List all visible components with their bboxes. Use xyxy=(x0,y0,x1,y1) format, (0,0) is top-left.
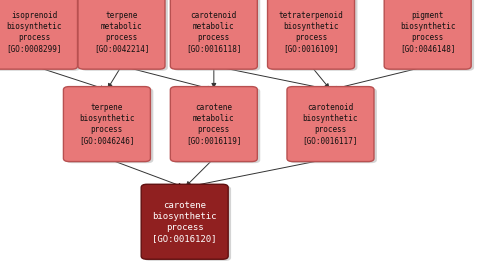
FancyBboxPatch shape xyxy=(384,0,471,69)
Text: terpene
metabolic
process
[GO:0042214]: terpene metabolic process [GO:0042214] xyxy=(94,11,149,53)
FancyBboxPatch shape xyxy=(290,88,377,163)
Text: carotene
metabolic
process
[GO:0016119]: carotene metabolic process [GO:0016119] xyxy=(186,103,242,145)
FancyBboxPatch shape xyxy=(170,0,257,69)
FancyBboxPatch shape xyxy=(0,0,80,71)
Text: carotenoid
biosynthetic
process
[GO:0016117]: carotenoid biosynthetic process [GO:0016… xyxy=(303,103,358,145)
FancyBboxPatch shape xyxy=(66,88,154,163)
FancyBboxPatch shape xyxy=(81,0,168,71)
FancyBboxPatch shape xyxy=(78,0,165,69)
Text: carotene
biosynthetic
process
[GO:0016120]: carotene biosynthetic process [GO:001612… xyxy=(153,201,217,243)
FancyBboxPatch shape xyxy=(173,0,260,71)
FancyBboxPatch shape xyxy=(0,0,78,69)
FancyBboxPatch shape xyxy=(63,87,151,162)
Text: terpene
biosynthetic
process
[GO:0046246]: terpene biosynthetic process [GO:0046246… xyxy=(79,103,135,145)
FancyBboxPatch shape xyxy=(141,184,228,259)
Text: tetraterpenoid
biosynthetic
process
[GO:0016109]: tetraterpenoid biosynthetic process [GO:… xyxy=(278,11,344,53)
FancyBboxPatch shape xyxy=(173,88,260,163)
Text: carotenoid
metabolic
process
[GO:0016118]: carotenoid metabolic process [GO:0016118… xyxy=(186,11,242,53)
Text: pigment
biosynthetic
process
[GO:0046148]: pigment biosynthetic process [GO:0046148… xyxy=(400,11,455,53)
FancyBboxPatch shape xyxy=(144,186,231,261)
FancyBboxPatch shape xyxy=(170,87,257,162)
Text: isoprenoid
biosynthetic
process
[GO:0008299]: isoprenoid biosynthetic process [GO:0008… xyxy=(6,11,62,53)
FancyBboxPatch shape xyxy=(387,0,474,71)
FancyBboxPatch shape xyxy=(270,0,358,71)
FancyBboxPatch shape xyxy=(287,87,374,162)
FancyBboxPatch shape xyxy=(267,0,354,69)
